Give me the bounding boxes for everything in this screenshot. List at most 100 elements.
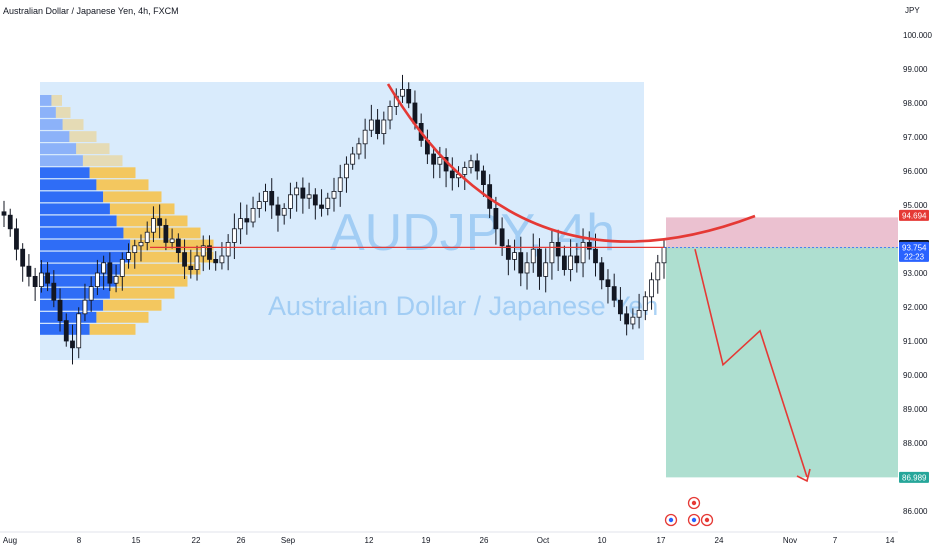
candle-body — [331, 190, 337, 199]
y-axis-tick-label: 96.000 — [903, 167, 928, 176]
candle-body — [499, 228, 505, 247]
x-axis-tick-label: Sep — [281, 536, 296, 545]
event-dot — [691, 517, 697, 523]
volume-profile-down-bar — [69, 131, 97, 142]
candle-body — [362, 129, 368, 145]
candle-body — [244, 218, 250, 223]
y-axis-tick-label: 88.000 — [903, 439, 928, 448]
calendar-event-icon[interactable] — [687, 496, 701, 510]
y-axis-tick-label: 91.000 — [903, 337, 928, 346]
y-axis-tick-label: 98.000 — [903, 99, 928, 108]
candle-body — [375, 119, 380, 135]
y-axis-tick-label: 99.000 — [903, 65, 928, 74]
watermark-name: Australian Dollar / Japanese Yen — [268, 291, 658, 321]
volume-profile-up-bar — [40, 215, 117, 227]
candle-body — [368, 119, 374, 131]
volume-profile-up-bar — [40, 179, 97, 191]
candle-body — [605, 279, 611, 287]
y-axis-tick-label: 100.000 — [903, 31, 932, 40]
candle-body — [14, 228, 19, 250]
x-axis-tick-label: 24 — [715, 536, 724, 545]
candle-body — [207, 245, 212, 260]
volume-profile-up-bar — [40, 287, 110, 299]
candle-body — [225, 241, 231, 257]
candle-body — [256, 201, 262, 209]
candle-body — [45, 272, 50, 284]
volume-profile-down-bar — [96, 311, 149, 323]
calendar-event-icon[interactable] — [700, 513, 714, 527]
candle-body — [543, 262, 549, 277]
candle-body — [288, 194, 293, 209]
candle-body — [213, 258, 219, 264]
candle-body — [263, 190, 268, 202]
candle-body — [38, 272, 44, 288]
x-axis-tick-label: 7 — [833, 536, 838, 545]
price-tag[interactable]: 86.989 — [899, 471, 929, 483]
price-tag-bg — [899, 209, 929, 221]
volume-profile-up-bar — [40, 107, 56, 118]
x-axis-tick-label: Oct — [537, 536, 550, 545]
volume-profile-down-bar — [123, 263, 201, 275]
event-dot — [668, 517, 674, 523]
rounding-top-arc[interactable] — [386, 83, 756, 243]
candle-body — [169, 238, 175, 243]
x-axis-tick-label: 10 — [598, 536, 607, 545]
candle-body — [94, 272, 100, 288]
candle-body — [163, 224, 169, 243]
candle-body — [568, 255, 574, 271]
candle-body — [238, 218, 244, 230]
candle-body — [437, 156, 443, 165]
volume-profile-up-bar — [40, 203, 110, 215]
volume-profile-up-bar — [40, 227, 124, 239]
candle-body — [275, 204, 281, 216]
volume-profile-up-bar — [40, 275, 117, 287]
candle-body — [119, 258, 125, 277]
volume-profile-down-bar — [51, 95, 62, 106]
candle-body — [337, 177, 343, 192]
calendar-event-icon[interactable] — [664, 513, 678, 527]
volume-profile-up-bar — [40, 167, 90, 179]
candle-body — [319, 204, 324, 209]
candle-body — [82, 299, 88, 315]
candle-body — [574, 255, 580, 264]
candle-body — [200, 245, 206, 257]
volume-profile-down-bar — [109, 203, 175, 215]
volume-profile-up-bar — [40, 143, 77, 155]
take-profit-zone[interactable] — [666, 247, 898, 478]
projection-path[interactable] — [694, 249, 808, 478]
candle-body — [580, 241, 586, 264]
candle-body — [468, 160, 474, 169]
x-axis-tick-label: Nov — [783, 536, 797, 545]
candle-body — [611, 286, 617, 301]
price-tag-countdown: 22:23 — [904, 252, 925, 261]
volume-profile-down-bar — [55, 107, 71, 118]
candle-body — [356, 143, 362, 155]
candle-body — [350, 153, 356, 165]
stop-loss-zone[interactable] — [666, 217, 898, 250]
candle-body — [561, 255, 567, 271]
candle-body — [493, 207, 499, 230]
candle-body — [281, 207, 287, 216]
candle-body — [26, 265, 32, 277]
candle-body — [381, 119, 387, 135]
volume-profile-down-bar — [130, 251, 214, 263]
candle-body — [219, 255, 225, 264]
candle-body — [182, 252, 187, 267]
candle-body — [300, 187, 306, 199]
candle-body — [88, 286, 94, 301]
candle-body — [524, 262, 530, 274]
candle-body — [231, 228, 237, 243]
candle-body — [505, 245, 511, 260]
candle-body — [138, 241, 144, 247]
candle-body — [294, 187, 300, 196]
calendar-event-icon[interactable] — [687, 513, 701, 527]
x-axis-tick-label: 22 — [192, 536, 201, 545]
candle-body — [431, 153, 437, 165]
candle-body — [151, 218, 156, 233]
price-tag[interactable]: 94.694 — [899, 209, 929, 221]
x-axis-tick-label: 12 — [365, 536, 374, 545]
y-axis-tick-label: 89.000 — [903, 405, 928, 414]
x-axis-tick-label: 19 — [422, 536, 431, 545]
